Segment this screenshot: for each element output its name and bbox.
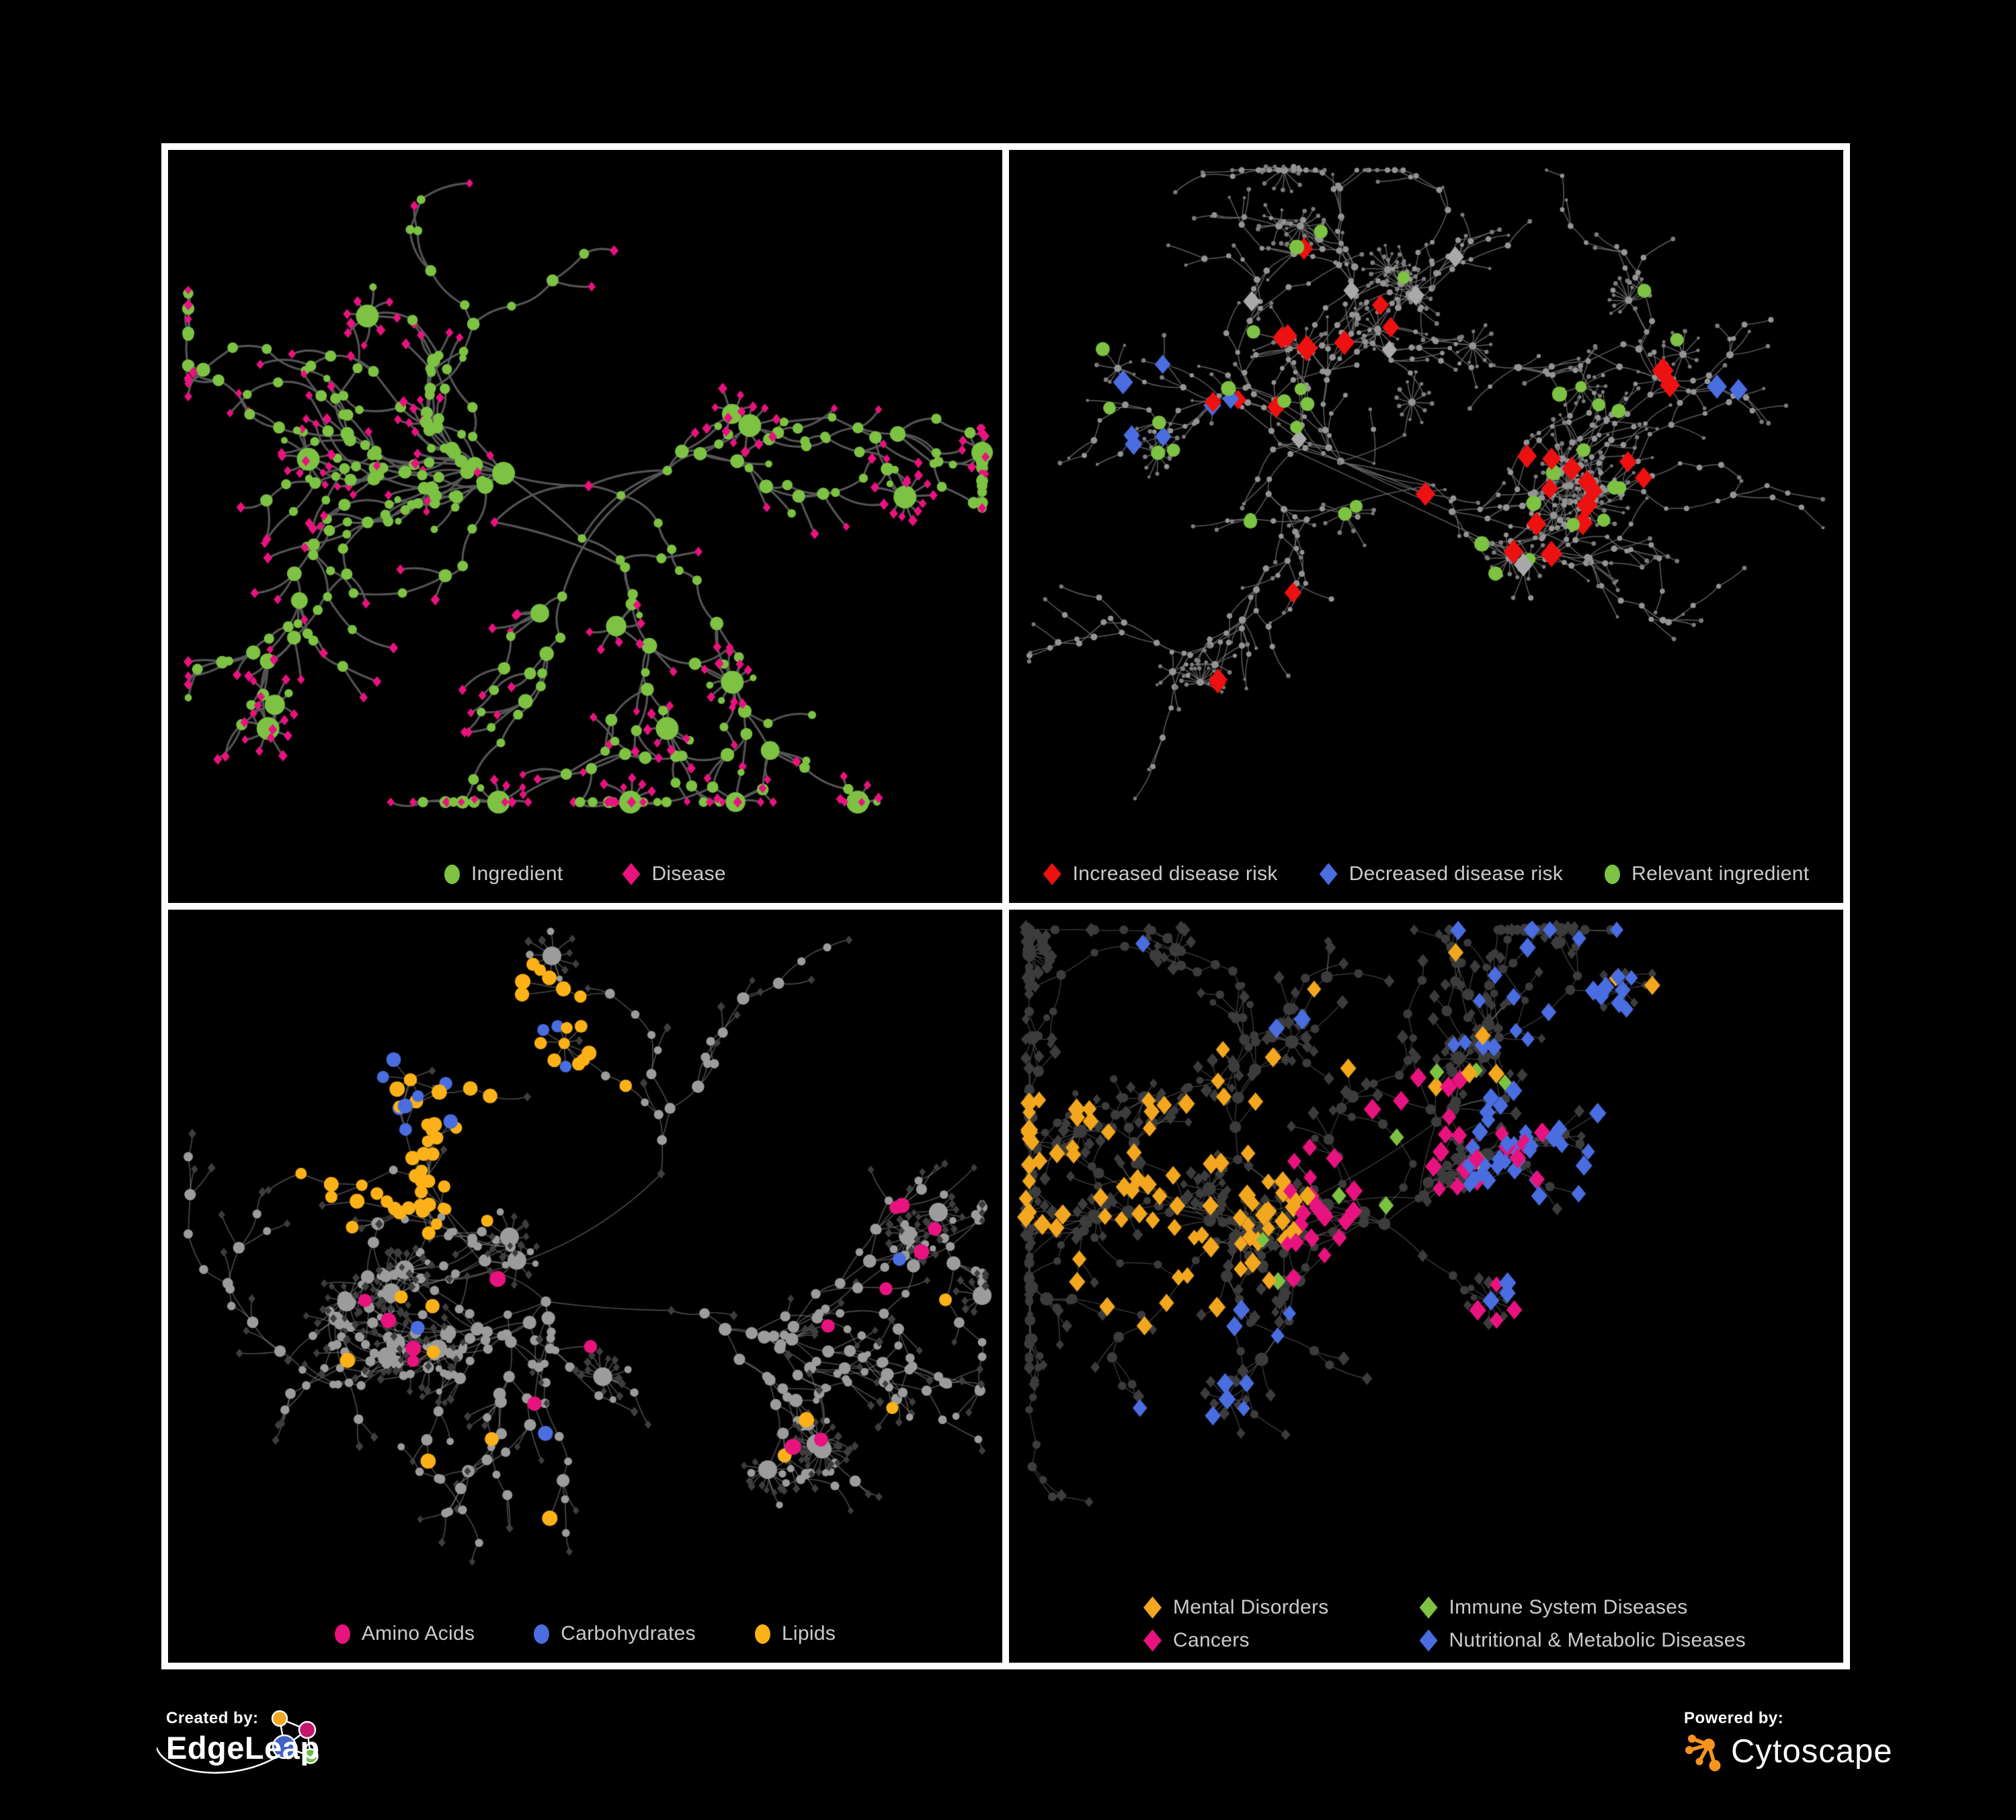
edgeleap-logo	[157, 1710, 319, 1774]
cancers-icon	[1143, 1629, 1162, 1652]
decreased-risk-icon	[1319, 863, 1338, 885]
legend-item: Disease	[622, 863, 726, 885]
legend-label: Nutritional & Metabolic Diseases	[1449, 1629, 1746, 1651]
panel-ingredient-disease: Ingredient Disease	[168, 150, 1002, 903]
legend-disease-risk: Increased disease risk Decreased disease…	[1009, 863, 1843, 885]
legend-label: Cancers	[1173, 1629, 1250, 1651]
legend-item: Mental Disorders	[1143, 1596, 1329, 1619]
legend-label: Immune System Diseases	[1449, 1596, 1688, 1618]
legend-label: Ingredient	[471, 863, 563, 885]
panel-grid-frame: Ingredient Disease Increased disease ris…	[161, 143, 1850, 1669]
increased-risk-icon	[1043, 863, 1061, 885]
amino-acids-icon	[334, 1624, 350, 1644]
panel-disease-categories: Mental Disorders Immune System Diseases …	[1009, 910, 1843, 1663]
legend-nutrient-classes: Amino Acids Carbohydrates Lipids	[168, 1622, 1002, 1645]
legend-disease-categories: Mental Disorders Immune System Diseases …	[1143, 1596, 1746, 1652]
legend-label: Mental Disorders	[1173, 1596, 1329, 1618]
legend-label: Relevant ingredient	[1631, 863, 1810, 885]
legend-label: Amino Acids	[361, 1622, 475, 1645]
cytoscape-credit: Powered by: Cytoscape	[1684, 1709, 1993, 1810]
legend-item: Immune System Diseases	[1419, 1596, 1746, 1619]
network-canvas-nutrient-classes	[168, 910, 1002, 1663]
legend-item: Relevant ingredient	[1605, 863, 1809, 885]
legend-item: Nutritional & Metabolic Diseases	[1419, 1629, 1746, 1652]
network-canvas-ingredient-disease	[168, 150, 1002, 903]
network-canvas-disease-categories	[1009, 910, 1843, 1663]
mental-disorders-icon	[1143, 1596, 1162, 1619]
ingredient-icon	[444, 864, 460, 884]
edgeleap-credit: Created by: EdgeLeap	[157, 1709, 489, 1810]
legend-label: Carbohydrates	[561, 1622, 696, 1645]
legend-label: Decreased disease risk	[1348, 863, 1564, 885]
cytoscape-wordmark: Cytoscape	[1731, 1733, 1893, 1770]
lipids-icon	[754, 1624, 770, 1644]
nutritional-metabolic-diseases-icon	[1419, 1629, 1438, 1652]
legend-item: Cancers	[1143, 1629, 1329, 1652]
cytoscape-logo	[1685, 1735, 1721, 1772]
created-by-label: Created by:	[166, 1709, 259, 1727]
legend-item: Ingredient	[444, 863, 563, 885]
relevant-ingredient-icon	[1605, 864, 1621, 884]
carbohydrates-icon	[534, 1624, 550, 1644]
legend-label: Disease	[651, 863, 726, 885]
panel-disease-risk: Increased disease risk Decreased disease…	[1009, 150, 1843, 903]
legend-item: Increased disease risk	[1043, 863, 1278, 885]
legend-ingredient-disease: Ingredient Disease	[168, 863, 1002, 885]
cytoscape-brand-row: Cytoscape	[1684, 1729, 1993, 1774]
edgeleap-wordmark: EdgeLeap	[166, 1730, 320, 1766]
legend-item: Decreased disease risk	[1319, 863, 1564, 885]
legend-label: Increased disease risk	[1072, 863, 1278, 885]
immune-system-diseases-icon	[1419, 1596, 1438, 1619]
legend-label: Lipids	[781, 1622, 836, 1645]
disease-icon	[622, 863, 641, 885]
legend-item: Amino Acids	[334, 1622, 475, 1645]
powered-by-label: Powered by:	[1684, 1709, 1784, 1727]
network-canvas-disease-risk	[1009, 150, 1843, 903]
legend-item: Lipids	[754, 1622, 836, 1645]
panel-nutrient-classes: Amino Acids Carbohydrates Lipids	[168, 910, 1002, 1663]
legend-item: Carbohydrates	[534, 1622, 696, 1645]
